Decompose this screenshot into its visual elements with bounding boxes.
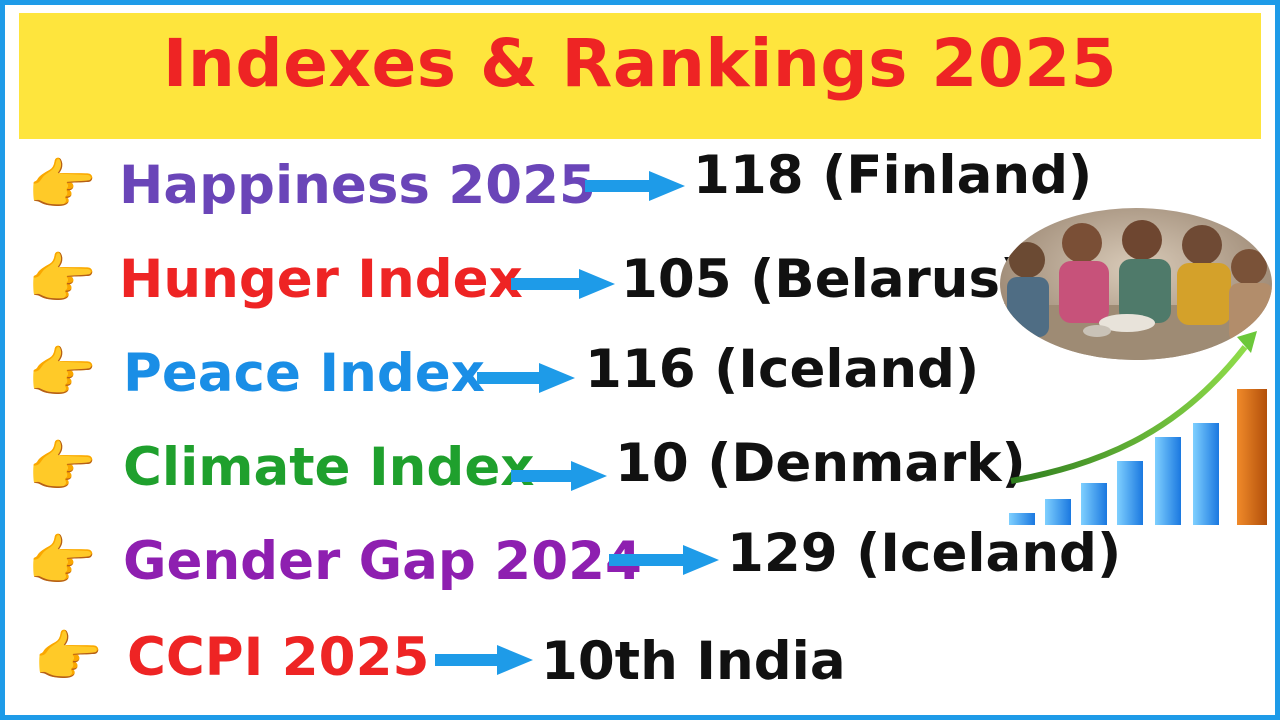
index-label: Gender Gap 2024: [123, 531, 642, 592]
index-value: 129 (Iceland): [727, 523, 1122, 584]
pointing-hand-icon: 👉: [33, 625, 103, 690]
index-value: 118 (Finland): [693, 145, 1093, 206]
pointing-hand-icon: 👉: [27, 341, 97, 406]
pointing-hand-icon: 👉: [27, 247, 97, 312]
index-value: 116 (Iceland): [585, 339, 980, 400]
index-value: 105 (Belarus): [621, 249, 1025, 310]
index-label: Peace Index: [123, 343, 485, 404]
right-arrow-icon: [585, 171, 685, 201]
index-label: Happiness 2025: [119, 155, 596, 216]
right-arrow-icon: [511, 269, 615, 299]
pointing-hand-icon: 👉: [27, 529, 97, 594]
index-label: Hunger Index: [119, 249, 523, 310]
title-banner: Indexes & Rankings 2025: [19, 13, 1261, 139]
page-title: Indexes & Rankings 2025: [162, 25, 1118, 102]
children-eating-photo: [1000, 208, 1272, 360]
right-arrow-icon: [609, 545, 719, 575]
right-arrow-icon: [511, 461, 607, 491]
index-label: Climate Index: [123, 437, 535, 498]
pointing-hand-icon: 👉: [27, 153, 97, 218]
index-value: 10th India: [541, 631, 846, 692]
index-label: CCPI 2025: [127, 627, 430, 688]
right-arrow-icon: [435, 645, 533, 675]
growth-chart-icon: [1009, 331, 1267, 525]
pointing-hand-icon: 👉: [27, 435, 97, 500]
right-arrow-icon: [477, 363, 575, 393]
index-value: 10 (Denmark): [615, 433, 1026, 494]
